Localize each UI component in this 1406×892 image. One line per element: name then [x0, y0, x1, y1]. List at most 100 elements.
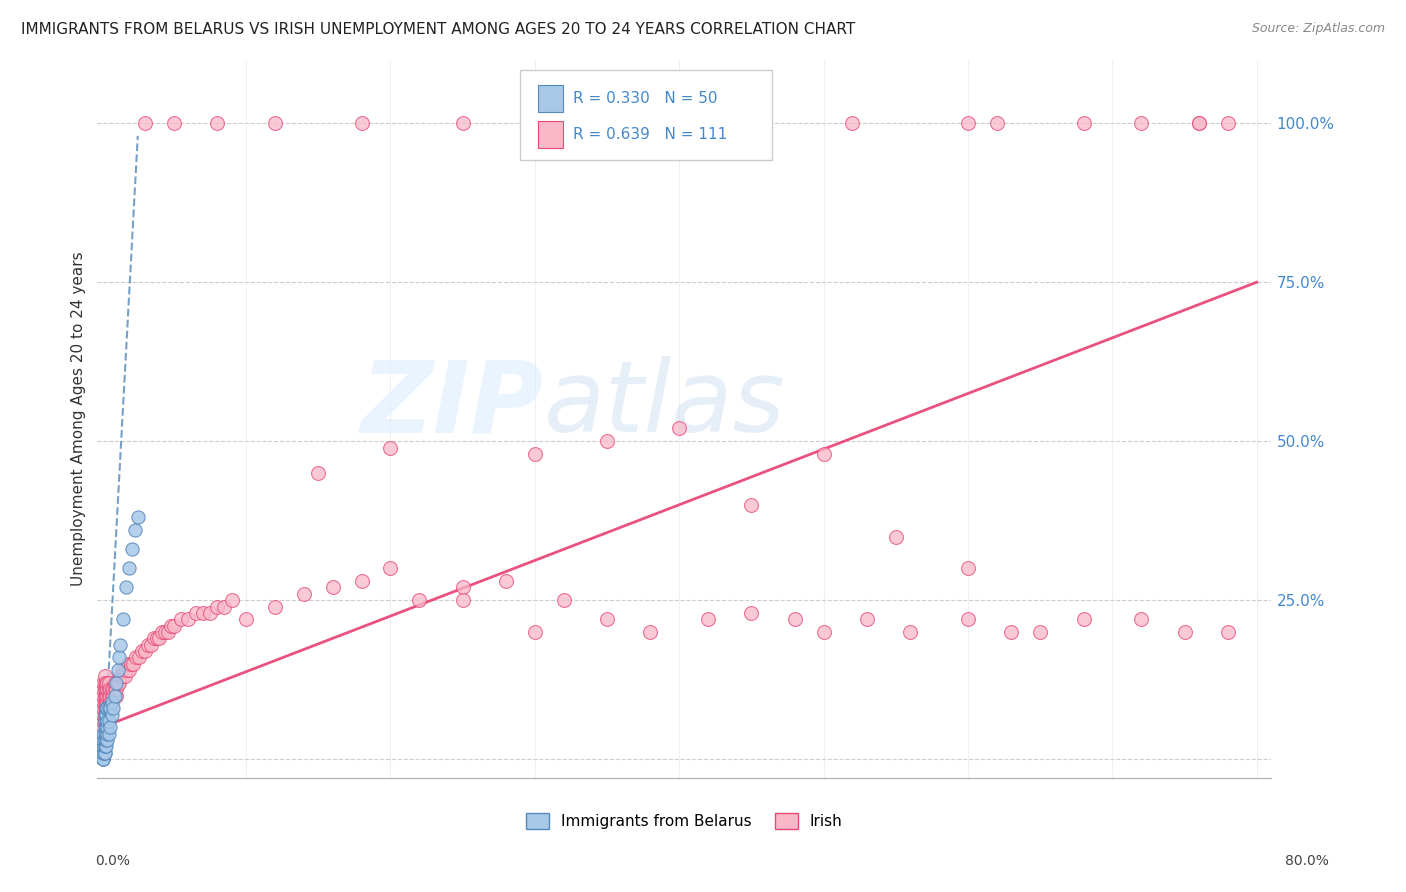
Point: [94, 701, 117, 715]
Point: [1130, 612, 1153, 626]
Point: [93, 676, 115, 690]
Point: [91, 752, 114, 766]
Point: [103, 689, 125, 703]
Point: [118, 561, 141, 575]
Point: [97, 714, 120, 728]
Point: [101, 682, 124, 697]
Point: [110, 638, 132, 652]
Point: [91, 752, 114, 766]
Point: [1174, 624, 1197, 639]
Point: [94, 689, 117, 703]
Point: [93, 714, 115, 728]
Point: [115, 663, 138, 677]
Point: [112, 663, 135, 677]
Point: [350, 116, 373, 130]
Point: [115, 581, 138, 595]
Point: [1216, 116, 1239, 130]
Point: [91, 739, 114, 754]
Text: R = 0.639   N = 111: R = 0.639 N = 111: [572, 127, 727, 142]
Point: [94, 733, 117, 747]
Text: Source: ZipAtlas.com: Source: ZipAtlas.com: [1251, 22, 1385, 36]
Point: [131, 644, 153, 658]
Point: [235, 612, 257, 626]
Point: [107, 676, 129, 690]
Text: 80.0%: 80.0%: [1285, 855, 1329, 868]
Point: [101, 707, 124, 722]
Point: [264, 599, 287, 614]
Point: [91, 733, 114, 747]
Point: [91, 733, 114, 747]
Point: [96, 689, 118, 703]
Point: [136, 638, 159, 652]
Point: [105, 682, 128, 697]
Point: [596, 116, 619, 130]
Point: [198, 606, 221, 620]
Point: [114, 669, 136, 683]
Point: [93, 707, 115, 722]
Point: [108, 676, 131, 690]
Point: [93, 733, 115, 747]
Point: [1130, 116, 1153, 130]
Point: [91, 752, 114, 766]
Point: [94, 727, 117, 741]
Point: [105, 689, 128, 703]
Point: [94, 701, 117, 715]
Point: [121, 542, 143, 557]
Point: [697, 612, 720, 626]
Point: [668, 421, 690, 435]
Point: [697, 116, 720, 130]
Point: [408, 593, 430, 607]
Point: [134, 644, 156, 658]
Point: [740, 606, 762, 620]
Point: [91, 695, 114, 709]
Point: [96, 695, 118, 709]
Point: [93, 746, 115, 760]
Point: [91, 707, 114, 722]
Legend: Immigrants from Belarus, Irish: Immigrants from Belarus, Irish: [520, 807, 849, 835]
Point: [170, 612, 193, 626]
Point: [214, 599, 236, 614]
Point: [93, 707, 115, 722]
Point: [103, 682, 125, 697]
Point: [596, 434, 619, 449]
Point: [134, 116, 156, 130]
Point: [91, 701, 114, 715]
Point: [124, 523, 146, 537]
Point: [94, 739, 117, 754]
Point: [380, 561, 402, 575]
Point: [177, 612, 200, 626]
Point: [93, 695, 115, 709]
Point: [322, 581, 344, 595]
Point: [97, 727, 120, 741]
Point: [110, 669, 132, 683]
Point: [91, 739, 114, 754]
Point: [97, 695, 120, 709]
Point: [150, 624, 173, 639]
Point: [93, 739, 115, 754]
Point: [93, 720, 115, 734]
Point: [98, 720, 121, 734]
Point: [91, 746, 114, 760]
Point: [451, 116, 474, 130]
Point: [1073, 612, 1095, 626]
Point: [1216, 624, 1239, 639]
Point: [145, 632, 167, 646]
Point: [103, 701, 125, 715]
Point: [91, 689, 114, 703]
Point: [93, 669, 115, 683]
Point: [94, 676, 117, 690]
Point: [264, 116, 287, 130]
Point: [91, 727, 114, 741]
Point: [1188, 116, 1211, 130]
Point: [117, 657, 139, 671]
Point: [120, 657, 142, 671]
Point: [93, 714, 115, 728]
Point: [93, 727, 115, 741]
Point: [94, 707, 117, 722]
Point: [122, 657, 145, 671]
FancyBboxPatch shape: [537, 120, 564, 148]
Point: [157, 624, 180, 639]
Point: [91, 714, 114, 728]
Point: [104, 689, 127, 703]
Point: [155, 624, 177, 639]
